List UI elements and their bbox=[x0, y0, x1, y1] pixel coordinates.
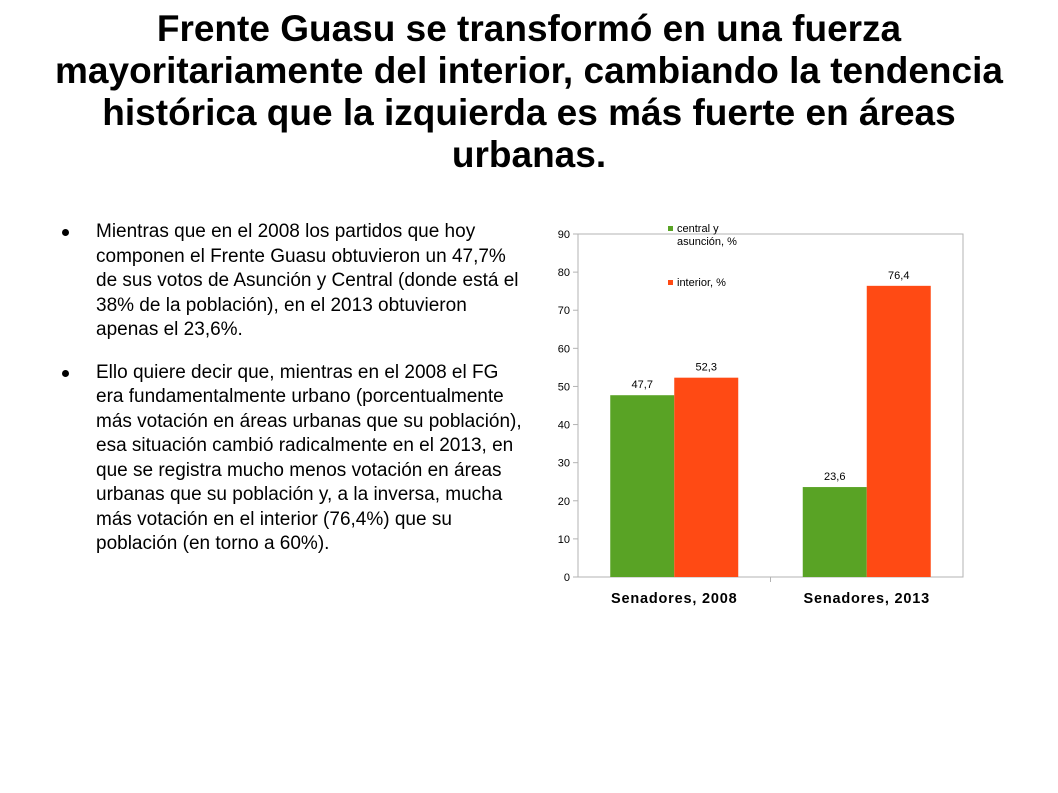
slide-title: Frente Guasu se transformó en una fuerza… bbox=[55, 8, 1003, 175]
y-tick-label: 40 bbox=[558, 420, 570, 432]
bar bbox=[674, 377, 739, 577]
legend-label: central y bbox=[677, 223, 719, 235]
data-label: 76,4 bbox=[888, 270, 909, 282]
data-label: 23,6 bbox=[824, 471, 845, 483]
y-tick-label: 50 bbox=[558, 381, 570, 393]
y-tick-label: 60 bbox=[558, 343, 570, 355]
bar bbox=[866, 285, 931, 577]
y-tick-label: 90 bbox=[558, 229, 570, 241]
legend-label: asunción, % bbox=[677, 236, 737, 248]
bullet-item: Mientras que en el 2008 los partidos que… bbox=[62, 220, 522, 343]
x-category-label: Senadores, 2013 bbox=[804, 591, 930, 607]
bar bbox=[610, 395, 675, 577]
y-tick-label: 70 bbox=[558, 305, 570, 317]
bullet-text: Ello quiere decir que, mientras en el 20… bbox=[96, 361, 522, 555]
legend-swatch bbox=[668, 226, 673, 231]
bullet-item: Ello quiere decir que, mientras en el 20… bbox=[62, 361, 522, 557]
legend-swatch bbox=[668, 280, 673, 285]
data-label: 52,3 bbox=[696, 362, 717, 374]
bar-chart-svg: 0 10 20 30 40 50 60 70 80 90 47,7 52,3 Senadores, 20… bbox=[558, 223, 964, 607]
y-tick-label: 20 bbox=[558, 496, 570, 508]
x-category-label: Senadores, 2008 bbox=[611, 591, 737, 607]
y-tick-label: 30 bbox=[558, 458, 570, 470]
y-tick-label: 10 bbox=[558, 534, 570, 546]
data-label: 47,7 bbox=[632, 379, 653, 391]
legend-label: interior, % bbox=[677, 277, 726, 289]
y-tick-label: 80 bbox=[558, 267, 570, 279]
bullet-text: Mientras que en el 2008 los partidos que… bbox=[96, 221, 519, 340]
bullet-list: Mientras que en el 2008 los partidos que… bbox=[62, 220, 522, 575]
bullet-dot-icon bbox=[62, 229, 69, 236]
bullet-dot-icon bbox=[62, 369, 69, 377]
y-tick-label: 0 bbox=[564, 572, 570, 584]
bar bbox=[802, 487, 867, 577]
bar-chart: 0 10 20 30 40 50 60 70 80 90 47,7 52,3 Senadores, 20… bbox=[535, 214, 965, 614]
